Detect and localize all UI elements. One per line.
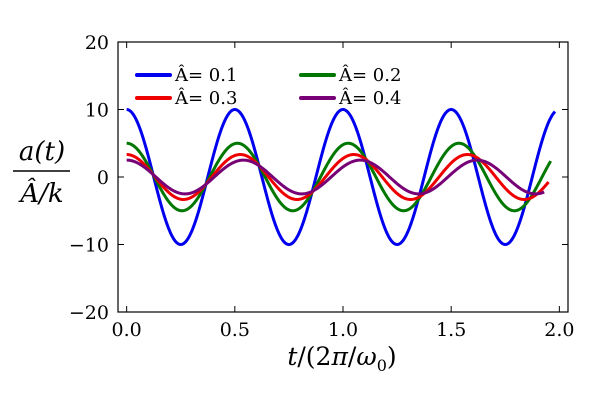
x-label-pi: π xyxy=(330,342,348,371)
x-label-close: ) xyxy=(387,342,397,371)
legend-label-1: Â= 0.1 xyxy=(174,63,237,86)
x-label-sep2: / xyxy=(348,342,357,371)
y-axis-label-denominator: Â/k xyxy=(18,177,63,209)
x-tick-label: 0.5 xyxy=(220,319,250,341)
y-tick-label: 10 xyxy=(85,100,109,122)
legend: Â= 0.1 Â= 0.2 Â= 0.3 Â= 0.4 xyxy=(135,63,401,109)
legend-label-4: Â= 0.4 xyxy=(338,86,401,109)
x-axis-label: t/(2π/ω0) xyxy=(287,342,396,375)
x-tick-label: 0.0 xyxy=(112,319,142,341)
series-lines xyxy=(125,108,557,246)
series-line-1 xyxy=(126,108,557,246)
x-label-subscript: 0 xyxy=(377,356,387,375)
series-line-3 xyxy=(126,153,550,201)
x-label-t: t xyxy=(287,342,298,371)
x-label-sep1: /(2 xyxy=(297,342,331,371)
axis-ticks xyxy=(118,41,568,313)
legend-label-2: Â= 0.2 xyxy=(338,63,401,86)
x-tick-label: 1.0 xyxy=(328,319,358,341)
y-axis-label-numerator: a(t) xyxy=(19,137,65,167)
axis-tick-labels: 0.0 0.5 1.0 1.5 2.0 −20 −10 0 10 20 xyxy=(69,32,575,341)
y-tick-label: 0 xyxy=(97,167,109,189)
x-label-omega: ω xyxy=(356,342,376,371)
x-tick-label: 2.0 xyxy=(544,319,574,341)
y-tick-label: −10 xyxy=(69,235,109,257)
series-line-2 xyxy=(126,141,552,213)
legend-label-3: Â= 0.3 xyxy=(174,86,237,109)
y-tick-label: −20 xyxy=(69,302,109,324)
y-tick-label: 20 xyxy=(85,32,109,54)
series-line-4 xyxy=(125,158,545,196)
x-tick-label: 1.5 xyxy=(436,319,466,341)
